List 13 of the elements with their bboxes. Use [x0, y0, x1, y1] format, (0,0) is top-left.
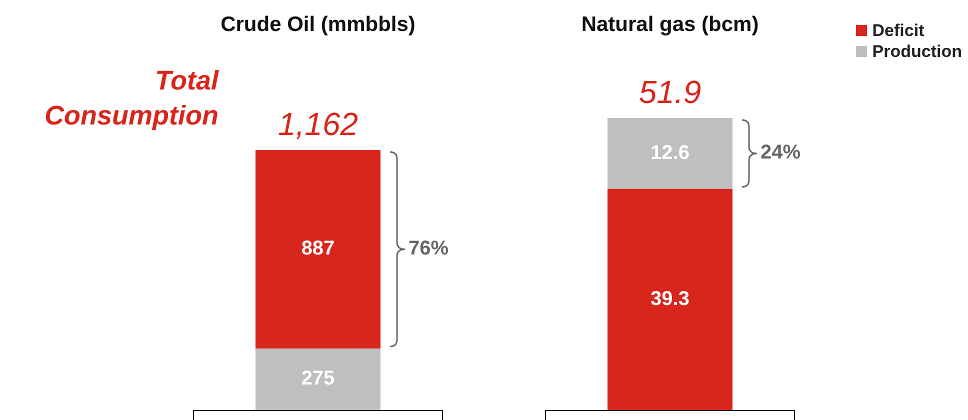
chart-title: Natural gas (bcm)	[581, 12, 759, 36]
legend-label: Production	[871, 41, 962, 62]
data-label: 887	[301, 238, 335, 260]
data-label: 12.6	[650, 142, 690, 164]
text: 76%	[408, 238, 449, 261]
text: Total Consumption	[44, 65, 219, 130]
data-label: 275	[301, 368, 335, 390]
legend-label: Deficit	[871, 20, 926, 41]
total-label: 1,162	[278, 106, 358, 142]
total-label: 51.9	[638, 74, 702, 110]
chart-title: Crude Oil (mmbbls)	[220, 12, 416, 36]
text: 24%	[760, 142, 801, 165]
data-label: 39.3	[650, 288, 690, 310]
